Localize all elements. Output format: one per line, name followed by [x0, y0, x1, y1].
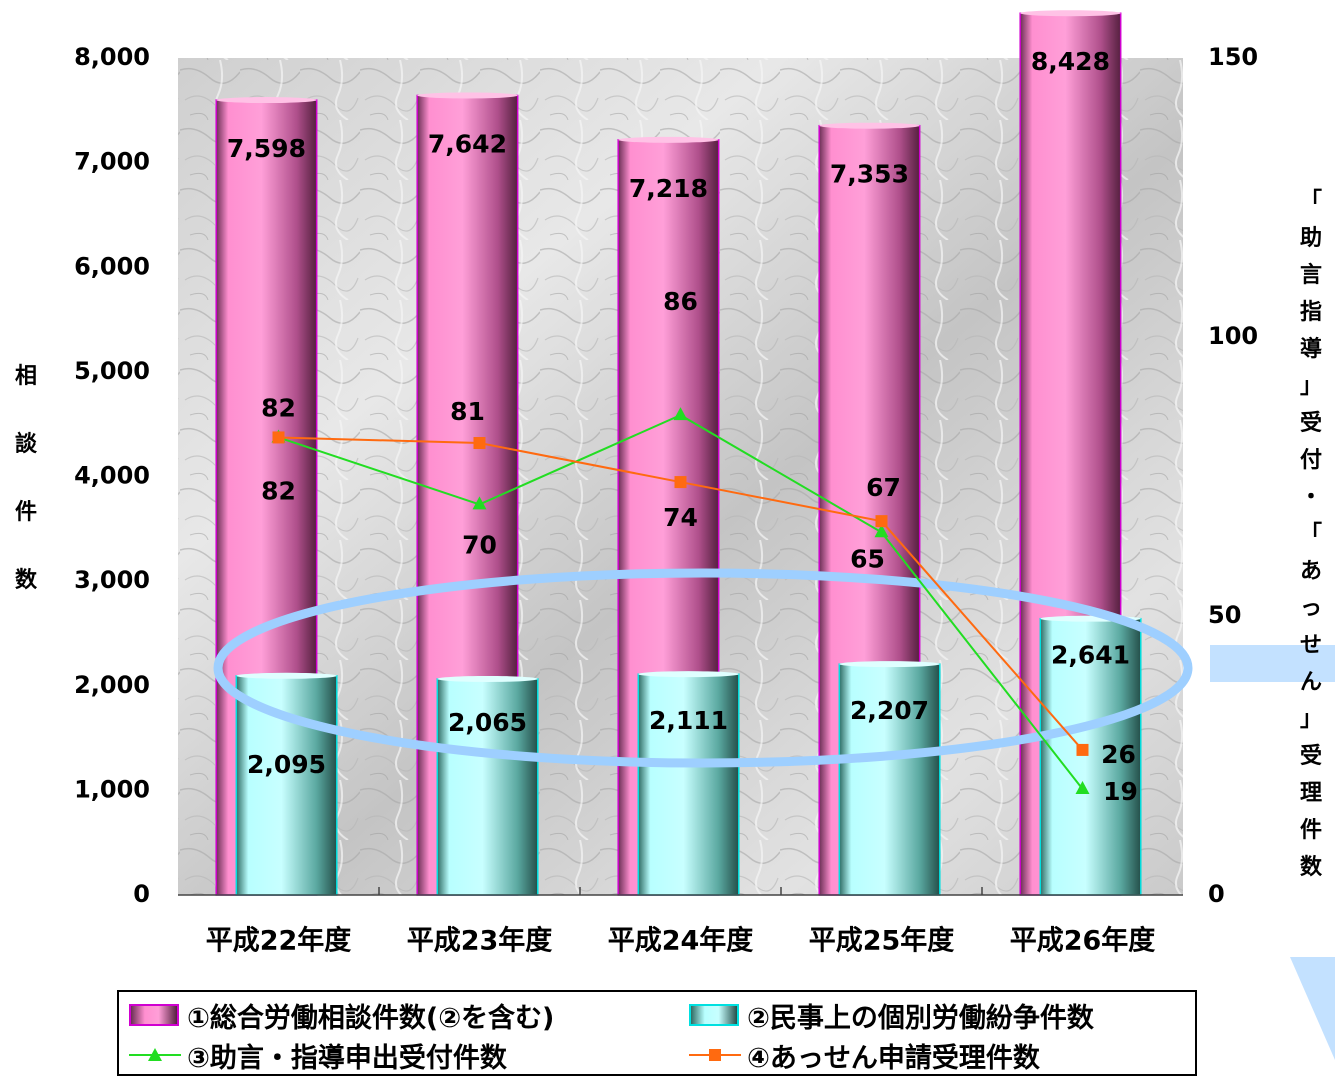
y2-tick-2: 100	[1208, 322, 1258, 350]
y-axis-title: 相談件数	[14, 364, 37, 593]
legend-label-advice: ③助言・指導申出受付件数	[187, 1042, 507, 1074]
y-tick-1: 1,000	[74, 775, 150, 803]
bar-total-label-1: 7,642	[428, 129, 507, 158]
category-label-1: 平成23年度	[407, 925, 553, 957]
bar-dispute-3	[838, 663, 941, 896]
highlight-ellipse	[213, 568, 1193, 768]
bar-total-label-4: 8,428	[1031, 47, 1110, 76]
y2-axis-title: 「助言指導」受付・「あっせん」受理件数	[1299, 189, 1322, 880]
bar-dispute-cap-0	[236, 672, 337, 679]
bar-total-cap-0	[216, 97, 317, 104]
legend-label-total: ①総合労働相談件数(②を含む)	[187, 1002, 555, 1034]
mediation-label-4: 26	[1101, 740, 1136, 769]
point-advice-2	[673, 407, 688, 421]
legend-item-total: ①総合労働相談件数(②を含む)	[129, 996, 554, 1034]
legend-item-dispute: ②民事上の個別労働紛争件数	[689, 996, 1094, 1034]
y2-tick-0: 0	[1208, 880, 1225, 908]
category-label-2: 平成24年度	[608, 925, 754, 957]
y-tick-4: 4,000	[74, 462, 150, 490]
point-mediation-1	[473, 437, 486, 450]
bar-dispute-label-0: 2,095	[247, 750, 326, 779]
advice-label-3: 65	[850, 544, 885, 573]
point-advice-3	[874, 524, 889, 538]
category-label-4: 平成26年度	[1010, 925, 1156, 957]
bar-dispute-1	[436, 678, 539, 896]
point-mediation-0	[272, 431, 285, 444]
legend-swatch-mediation	[689, 1049, 741, 1061]
bar-dispute-cap-2	[638, 671, 739, 678]
y-tick-6: 6,000	[74, 252, 150, 280]
category-label-3: 平成25年度	[809, 925, 955, 957]
bar-dispute-2	[637, 673, 740, 896]
advice-label-1: 70	[462, 530, 497, 559]
y-tick-7: 7,000	[74, 148, 150, 176]
legend-swatch-advice	[129, 1048, 181, 1061]
legend-item-mediation: ④あっせん申請受理件数	[689, 1036, 1040, 1074]
point-advice-1	[472, 496, 487, 510]
advice-label-0: 82	[261, 476, 296, 505]
callout-wedge	[1290, 957, 1335, 1060]
point-mediation-2	[674, 476, 687, 489]
point-advice-4	[1075, 780, 1090, 794]
mediation-label-1: 81	[450, 397, 485, 426]
point-mediation-4	[1076, 743, 1089, 756]
legend-label-mediation: ④あっせん申請受理件数	[747, 1042, 1040, 1074]
advice-label-2: 86	[663, 287, 698, 316]
mediation-label-2: 74	[663, 503, 698, 532]
bar-dispute-label-4: 2,641	[1051, 641, 1130, 670]
y-tick-2: 2,000	[74, 671, 150, 699]
legend-swatch-dispute	[689, 1004, 739, 1026]
bar-dispute-cap-3	[839, 661, 940, 668]
bar-total-cap-2	[618, 136, 719, 143]
bar-dispute-0	[235, 675, 338, 896]
y-tick-3: 3,000	[74, 566, 150, 594]
y-tick-0: 0	[133, 880, 150, 908]
bar-total-label-2: 7,218	[629, 174, 708, 203]
y2-tick-3: 150	[1208, 43, 1258, 71]
callout-box	[1210, 645, 1335, 682]
legend-item-advice: ③助言・指導申出受付件数	[129, 1036, 507, 1074]
advice-label-4: 19	[1103, 777, 1138, 806]
bar-total-cap-4	[1020, 10, 1121, 17]
bar-total-label-0: 7,598	[227, 134, 306, 163]
y2-tick-1: 50	[1208, 601, 1241, 629]
legend-label-dispute: ②民事上の個別労働紛争件数	[747, 1002, 1094, 1034]
legend: ①総合労働相談件数(②を含む) ②民事上の個別労働紛争件数 ③助言・指導申出受付…	[117, 990, 1197, 1076]
mediation-label-0: 82	[261, 393, 296, 422]
bar-dispute-label-1: 2,065	[448, 708, 527, 737]
point-mediation-3	[875, 515, 888, 528]
category-label-0: 平成22年度	[206, 925, 352, 957]
bar-dispute-cap-1	[437, 675, 538, 682]
y-tick-5: 5,000	[74, 357, 150, 385]
legend-swatch-total	[129, 1004, 179, 1026]
bar-total-cap-1	[417, 92, 518, 99]
y-tick-8: 8,000	[74, 43, 150, 71]
mediation-label-3: 67	[866, 473, 901, 502]
bar-dispute-label-3: 2,207	[850, 696, 929, 725]
bar-total-cap-3	[819, 122, 920, 129]
bar-dispute-label-2: 2,111	[649, 706, 728, 735]
bar-total-label-3: 7,353	[830, 160, 909, 189]
